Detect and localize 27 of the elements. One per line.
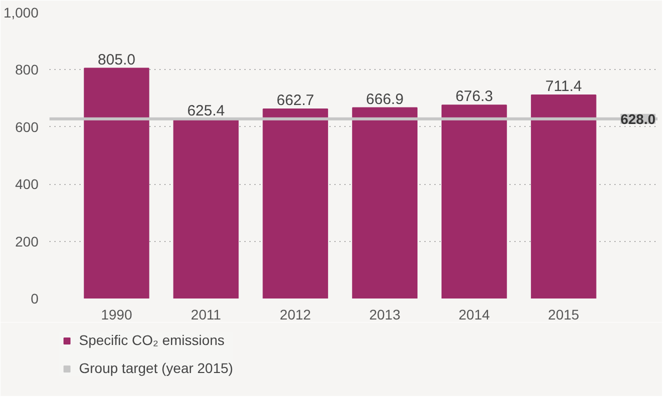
data-label: 662.7 bbox=[276, 92, 314, 109]
x-tick-label: 2014 bbox=[458, 306, 490, 322]
bar bbox=[173, 119, 239, 298]
y-tick-label: 0 bbox=[30, 290, 39, 306]
bar bbox=[352, 107, 418, 298]
bar bbox=[530, 94, 596, 298]
data-label: 805.0 bbox=[98, 51, 136, 68]
bar bbox=[84, 68, 150, 298]
y-tick-label: 800 bbox=[15, 62, 39, 78]
x-tick-label: 1990 bbox=[100, 306, 132, 322]
data-label: 625.4 bbox=[187, 102, 225, 120]
y-tick-label: 600 bbox=[15, 118, 39, 135]
annotation: 628.0 bbox=[620, 110, 656, 127]
x-tick-label: 2015 bbox=[548, 306, 580, 322]
x-tick-label: 2011 bbox=[190, 306, 222, 322]
legend-label: Specific CO₂ emissions bbox=[79, 332, 224, 348]
data-label: 676.3 bbox=[455, 88, 493, 106]
y-tick-label: 1,000 bbox=[3, 4, 39, 20]
data-label: 666.9 bbox=[366, 90, 404, 108]
data-label: 711.4 bbox=[545, 78, 582, 96]
y-tick-label: 200 bbox=[15, 233, 39, 250]
x-tick-label: 2013 bbox=[369, 306, 401, 322]
x-tick-label: 2012 bbox=[280, 306, 312, 322]
bar bbox=[262, 108, 328, 298]
y-tick-label: 400 bbox=[15, 176, 39, 192]
legend-label: Group target (year 2015) bbox=[79, 360, 234, 376]
bar bbox=[442, 104, 507, 298]
